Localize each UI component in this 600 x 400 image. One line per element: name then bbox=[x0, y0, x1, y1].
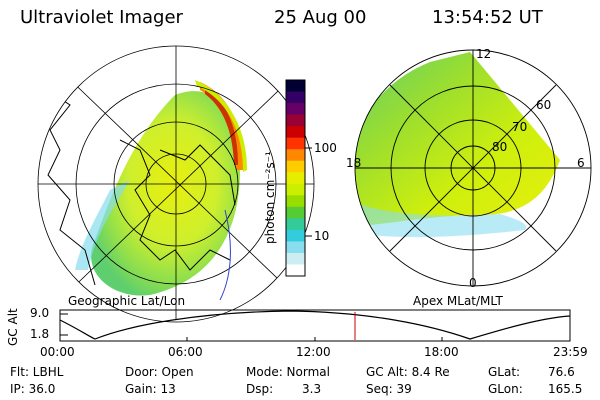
status-gain: Gain: 13 bbox=[125, 382, 176, 396]
mlat-label-80: 80 bbox=[492, 140, 508, 154]
colorbar-segment bbox=[286, 114, 305, 127]
colorbar bbox=[285, 79, 306, 277]
colorbar-segment bbox=[286, 172, 305, 185]
colorbar-segment bbox=[286, 91, 305, 104]
status-glon-label: GLon: bbox=[488, 382, 523, 396]
status-gc-alt: GC Alt: 8.4 Re bbox=[366, 365, 450, 379]
altitude-ytick-1-8: 1.8 bbox=[30, 327, 50, 341]
colorbar-segment bbox=[286, 80, 305, 93]
time-label: 13:54:52 UT bbox=[432, 7, 543, 28]
status-ip: IP: 36.0 bbox=[10, 382, 56, 396]
colorbar-unit-label: photon cm⁻²s⁻¹ bbox=[263, 151, 277, 244]
altitude-curve bbox=[59, 310, 571, 340]
colorbar-segment bbox=[286, 252, 305, 265]
colorbar-segment bbox=[286, 160, 305, 173]
mlt-label-0: 0 bbox=[469, 276, 477, 290]
altitude-xtick-1800: 18:00 bbox=[424, 345, 459, 359]
altitude-xtick-0600: 06:00 bbox=[168, 345, 203, 359]
geographic-map bbox=[37, 45, 315, 323]
colorbar-segment bbox=[286, 229, 305, 242]
status-glon-value: 165.5 bbox=[548, 382, 583, 396]
colorbar-segment bbox=[286, 206, 305, 219]
mlt-label-12: 12 bbox=[476, 47, 492, 61]
colorbar-segment bbox=[286, 264, 305, 277]
colorbar-tick-10: 10 bbox=[314, 229, 330, 243]
altitude-xtick-0000: 00:00 bbox=[40, 345, 75, 359]
colorbar-segment bbox=[286, 149, 305, 162]
left-map-caption: Geographic Lat/Lon bbox=[68, 294, 186, 308]
status-glat-value: 76.6 bbox=[548, 365, 575, 379]
colorbar-tick-100: 100 bbox=[314, 141, 337, 155]
mlat-label-70: 70 bbox=[512, 120, 528, 134]
status-dsp-value: 3.3 bbox=[302, 382, 322, 396]
status-mode: Mode: Normal bbox=[246, 365, 330, 379]
status-dsp-label: Dsp: bbox=[246, 382, 274, 396]
mlat-label-60: 60 bbox=[536, 98, 552, 112]
date-label: 25 Aug 00 bbox=[274, 7, 367, 28]
altitude-ytick-9: 9.0 bbox=[30, 306, 50, 320]
altitude-xtick-1200: 12:00 bbox=[296, 345, 331, 359]
colorbar-segment bbox=[286, 183, 305, 196]
status-filter: Flt: LBHL bbox=[10, 365, 64, 379]
aurora-oval-left bbox=[91, 91, 240, 296]
aurora-edge-left bbox=[75, 180, 130, 270]
colorbar-segment bbox=[286, 218, 305, 231]
colorbar-segment bbox=[286, 126, 305, 139]
colorbar-segment bbox=[286, 195, 305, 208]
altitude-xtick-2359: 23:59 bbox=[553, 345, 588, 359]
colorbar-border bbox=[285, 79, 306, 277]
altitude-y-label: GC Alt bbox=[6, 308, 20, 346]
status-glat-label: GLat: bbox=[488, 365, 521, 379]
altitude-plot bbox=[59, 309, 571, 342]
colorbar-segment bbox=[286, 103, 305, 116]
status-door: Door: Open bbox=[125, 365, 194, 379]
instrument-title: Ultraviolet Imager bbox=[20, 7, 183, 28]
colorbar-segment bbox=[286, 137, 305, 150]
status-seq: Seq: 39 bbox=[366, 382, 412, 396]
mlt-label-6: 6 bbox=[577, 156, 585, 170]
aurora-oval-right bbox=[355, 52, 560, 225]
apex-map bbox=[354, 49, 592, 287]
colorbar-segment bbox=[286, 241, 305, 254]
right-map-caption: Apex MLat/MLT bbox=[413, 294, 503, 308]
mlt-label-18: 18 bbox=[346, 156, 362, 170]
